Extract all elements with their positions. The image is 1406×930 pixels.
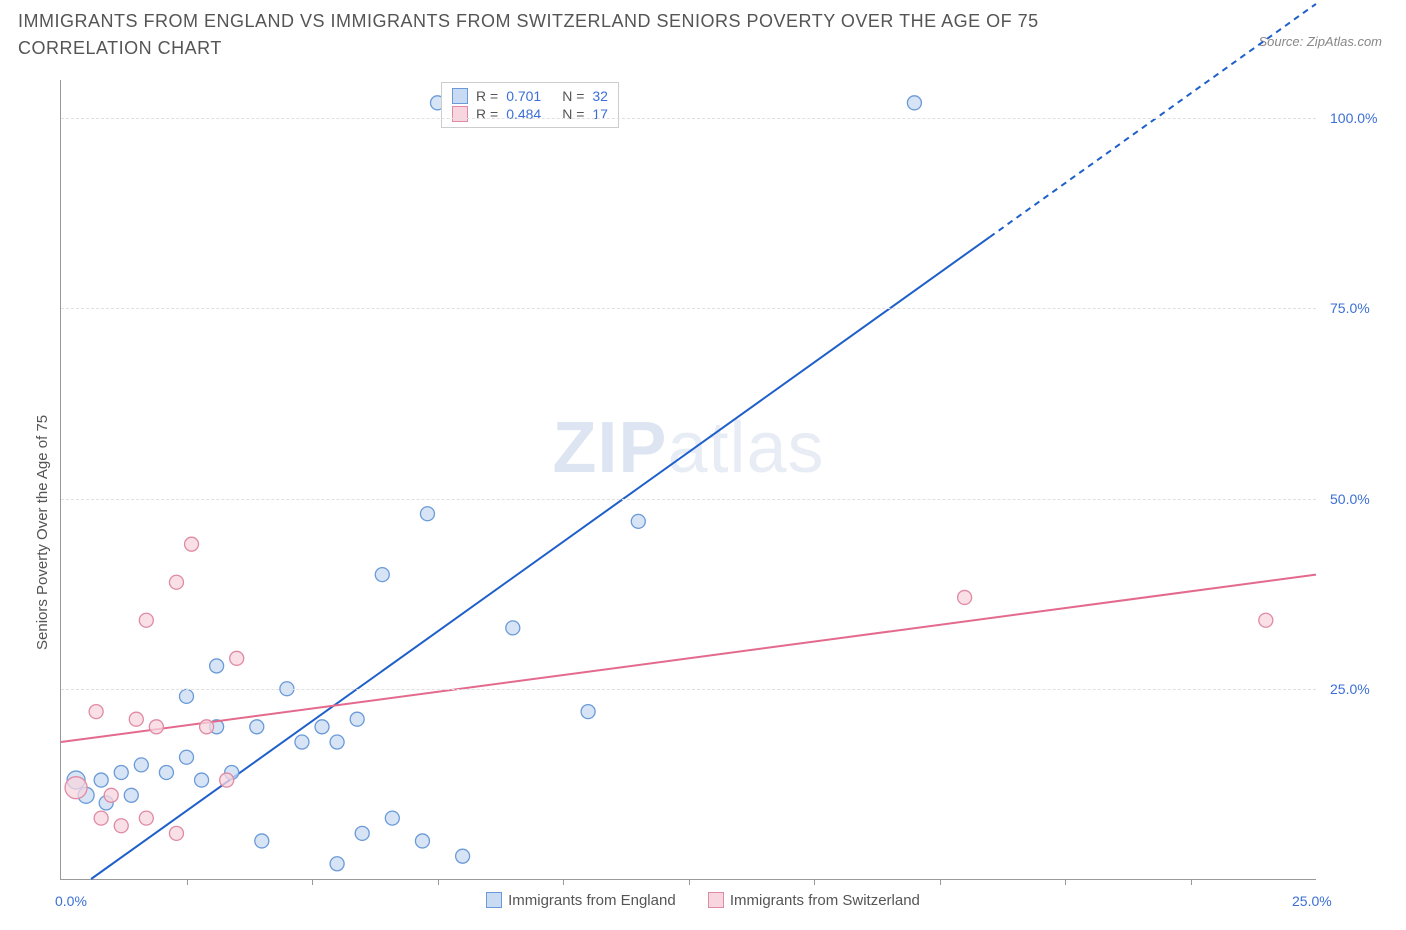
trend-line-switzerland: [61, 575, 1316, 742]
x-tick: [312, 879, 313, 885]
data-point-england: [124, 788, 138, 802]
legend-swatch-england: [452, 88, 468, 104]
legend-swatch-switzerland: [708, 892, 724, 908]
r-value-switzerland: 0.484: [506, 106, 554, 122]
data-point-england: [315, 720, 329, 734]
data-point-england: [330, 857, 344, 871]
legend-label-england: Immigrants from England: [508, 892, 676, 909]
data-point-england: [350, 712, 364, 726]
data-point-england: [295, 735, 309, 749]
legend-correlation-box: R = 0.701 N = 32 R = 0.484 N = 17: [441, 82, 619, 128]
grid-line: [61, 689, 1316, 690]
data-point-england: [114, 765, 128, 779]
legend-stat-row-switzerland: R = 0.484 N = 17: [452, 105, 608, 123]
legend-label-switzerland: Immigrants from Switzerland: [730, 892, 920, 909]
data-point-england: [581, 705, 595, 719]
data-point-england: [385, 811, 399, 825]
data-point-switzerland: [169, 575, 183, 589]
x-tick: [438, 879, 439, 885]
data-point-england: [94, 773, 108, 787]
data-point-switzerland: [65, 777, 87, 799]
data-point-switzerland: [149, 720, 163, 734]
data-point-england: [180, 750, 194, 764]
r-value-england: 0.701: [506, 88, 554, 104]
data-point-england: [250, 720, 264, 734]
legend-series: Immigrants from England Immigrants from …: [0, 892, 1406, 913]
data-point-england: [355, 826, 369, 840]
x-tick: [563, 879, 564, 885]
x-tick: [187, 879, 188, 885]
plot-area: ZIPatlas R =0.701N =32R =0.484N =17 25.0…: [60, 80, 1316, 880]
data-point-england: [506, 621, 520, 635]
legend-item-england: Immigrants from England: [486, 892, 676, 909]
r-label: R =: [476, 106, 498, 122]
y-tick-label: 75.0%: [1330, 300, 1370, 316]
n-value-england: 32: [592, 88, 608, 104]
n-label: N =: [562, 88, 584, 104]
data-point-england: [415, 834, 429, 848]
data-point-switzerland: [200, 720, 214, 734]
data-point-england: [134, 758, 148, 772]
data-point-england: [195, 773, 209, 787]
data-point-england: [180, 689, 194, 703]
grid-line: [61, 118, 1316, 119]
data-point-switzerland: [230, 651, 244, 665]
data-point-england: [330, 735, 344, 749]
data-point-switzerland: [1259, 613, 1273, 627]
y-axis-title: Seniors Poverty Over the Age of 75: [34, 415, 51, 650]
data-point-switzerland: [104, 788, 118, 802]
y-tick-label: 25.0%: [1330, 681, 1370, 697]
x-tick: [1191, 879, 1192, 885]
y-tick-label: 100.0%: [1330, 110, 1377, 126]
n-label: N =: [562, 106, 584, 122]
data-point-england: [255, 834, 269, 848]
plot-svg: [61, 80, 1316, 879]
data-point-switzerland: [129, 712, 143, 726]
data-point-switzerland: [139, 613, 153, 627]
legend-item-switzerland: Immigrants from Switzerland: [708, 892, 920, 909]
data-point-england: [631, 514, 645, 528]
legend-stat-row-england: R = 0.701 N = 32: [452, 87, 608, 105]
data-point-england: [159, 765, 173, 779]
y-tick-label: 50.0%: [1330, 491, 1370, 507]
data-point-switzerland: [114, 819, 128, 833]
data-point-switzerland: [220, 773, 234, 787]
data-point-switzerland: [185, 537, 199, 551]
source-attribution: Source: ZipAtlas.com: [1258, 34, 1382, 49]
legend-swatch-england: [486, 892, 502, 908]
data-point-switzerland: [139, 811, 153, 825]
grid-line: [61, 308, 1316, 309]
data-point-england: [907, 96, 921, 110]
x-tick: [940, 879, 941, 885]
chart-title: IMMIGRANTS FROM ENGLAND VS IMMIGRANTS FR…: [18, 8, 1126, 62]
x-tick: [814, 879, 815, 885]
data-point-england: [456, 849, 470, 863]
x-tick: [1065, 879, 1066, 885]
n-value-switzerland: 17: [592, 106, 608, 122]
legend-swatch-switzerland: [452, 106, 468, 122]
data-point-switzerland: [94, 811, 108, 825]
data-point-england: [420, 507, 434, 521]
chart-container: IMMIGRANTS FROM ENGLAND VS IMMIGRANTS FR…: [0, 0, 1406, 930]
x-tick: [689, 879, 690, 885]
data-point-switzerland: [89, 705, 103, 719]
data-point-switzerland: [958, 590, 972, 604]
data-point-england: [210, 659, 224, 673]
r-label: R =: [476, 88, 498, 104]
data-point-switzerland: [169, 826, 183, 840]
grid-line: [61, 499, 1316, 500]
data-point-england: [375, 568, 389, 582]
